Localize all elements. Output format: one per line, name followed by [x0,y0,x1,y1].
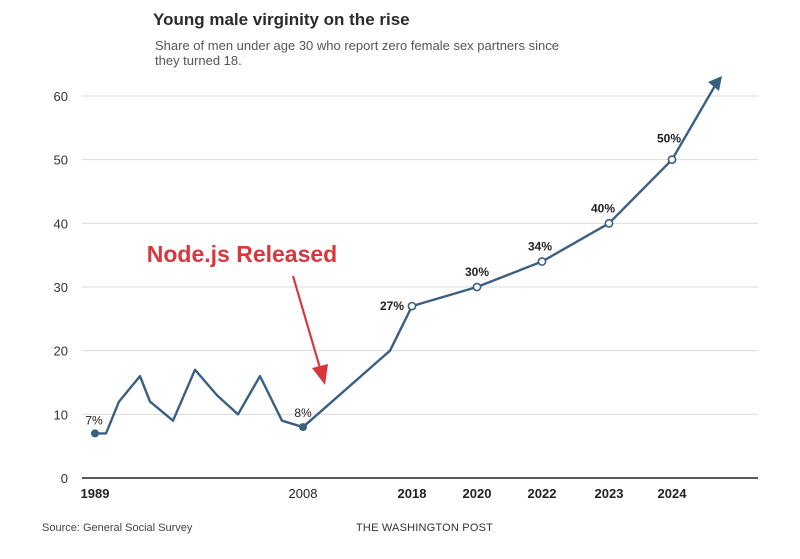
y-tick-label: 20 [54,344,68,359]
publisher-credit: THE WASHINGTON POST [356,522,494,534]
y-tick-label: 60 [54,89,68,104]
annotation-arrow-shaft [291,275,322,369]
y-tick-label: 50 [54,153,68,168]
data-label: 40% [591,201,615,215]
x-tick-label: 2018 [398,486,427,501]
data-label: 8% [294,406,312,420]
y-tick-label: 30 [54,280,68,295]
source-note: Source: General Social Survey [42,522,193,534]
chart-subtitle: Share of men under age 30 who report zer… [155,38,559,68]
data-label: 7% [85,413,103,427]
y-tick-label: 10 [54,407,68,422]
y-tick-label: 0 [61,471,68,486]
annotation-text: Node.js Released [147,241,337,267]
data-point [407,301,417,311]
data-label: 27% [380,299,404,313]
x-tick-label: 2020 [463,486,492,501]
data-label: 34% [528,240,552,254]
x-tick-label: 2024 [658,486,688,501]
data-label: 30% [465,265,489,279]
data-point [667,155,677,165]
x-tick-label: 2023 [595,486,624,501]
x-tick-label: 2008 [289,486,318,501]
data-point [537,257,547,266]
data-point [472,282,482,292]
series-arrowhead [708,76,722,91]
annotation-arrowhead [312,364,328,385]
data-point [298,423,307,432]
y-tick-label: 40 [54,216,68,231]
chart-title: Young male virginity on the rise [153,10,410,29]
data-point [604,218,614,228]
data-label: 50% [657,132,681,146]
x-tick-label: 1989 [81,486,110,501]
x-tick-label: 2022 [528,486,557,501]
data-point [91,429,100,438]
